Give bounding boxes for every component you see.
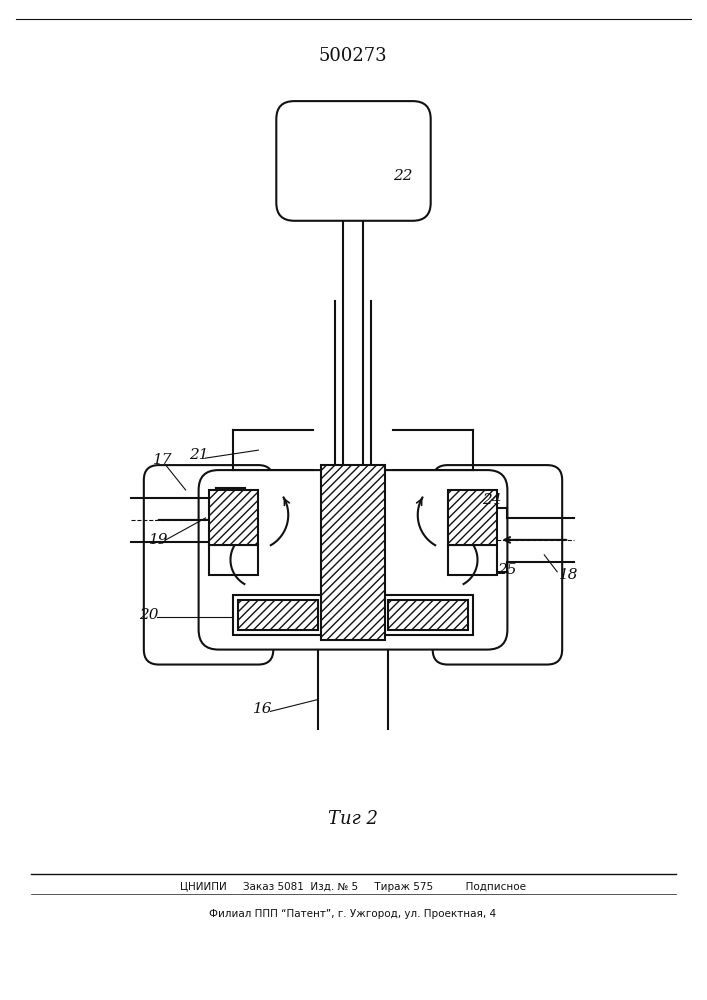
FancyBboxPatch shape bbox=[199, 470, 508, 650]
Text: Филиал ППП “Патент”, г. Ужгород, ул. Проектная, 4: Филиал ППП “Патент”, г. Ужгород, ул. Про… bbox=[209, 909, 496, 919]
Text: 500273: 500273 bbox=[319, 47, 387, 65]
Text: Τиг 2: Τиг 2 bbox=[328, 810, 378, 828]
Bar bbox=[321, 465, 385, 640]
Bar bbox=[448, 545, 498, 575]
FancyBboxPatch shape bbox=[276, 101, 431, 221]
Text: 20: 20 bbox=[139, 608, 158, 622]
Text: 21: 21 bbox=[189, 448, 208, 462]
Text: 16: 16 bbox=[253, 702, 273, 716]
Bar bbox=[209, 545, 258, 575]
Bar bbox=[448, 490, 498, 545]
Text: 19: 19 bbox=[148, 533, 168, 547]
Text: 18: 18 bbox=[559, 568, 579, 582]
FancyBboxPatch shape bbox=[433, 465, 562, 665]
Bar bbox=[233, 595, 472, 635]
Text: 24: 24 bbox=[482, 493, 502, 507]
Text: 25: 25 bbox=[498, 563, 517, 577]
FancyBboxPatch shape bbox=[144, 465, 274, 665]
Text: ЦНИИПИ     Заказ 5081  Изд. № 5     Тираж 575          Подписное: ЦНИИПИ Заказ 5081 Изд. № 5 Тираж 575 Под… bbox=[180, 882, 526, 892]
Bar bbox=[209, 490, 258, 545]
Text: 17: 17 bbox=[153, 453, 173, 467]
Bar bbox=[388, 600, 467, 630]
Text: 22: 22 bbox=[393, 169, 412, 183]
Bar bbox=[238, 600, 318, 630]
